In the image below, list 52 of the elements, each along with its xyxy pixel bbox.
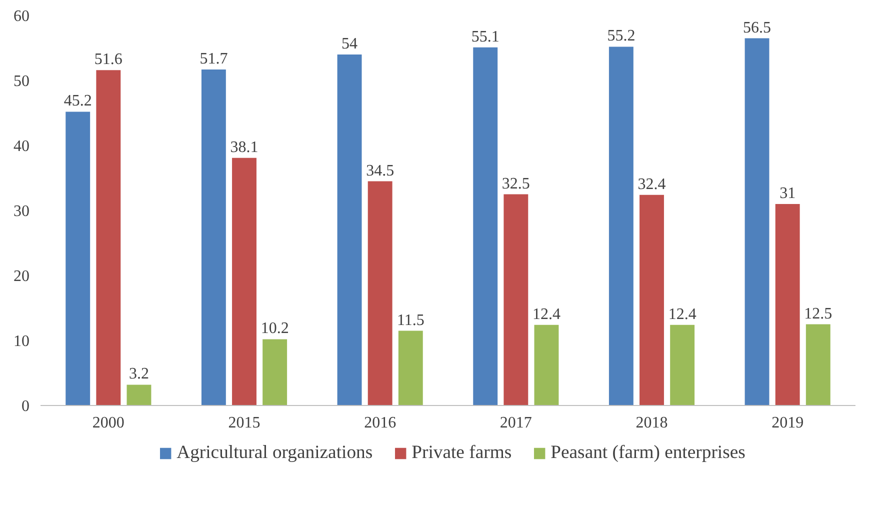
bar (775, 204, 800, 406)
legend-label: Peasant (farm) enterprises (550, 442, 746, 464)
data-label: 34.5 (366, 162, 394, 180)
x-tick-label: 2000 (92, 414, 124, 432)
x-tick-label: 2017 (500, 414, 532, 432)
bar (201, 69, 226, 406)
bar (744, 38, 770, 406)
bar (806, 324, 830, 406)
bar (670, 324, 695, 406)
data-label: 12.4 (532, 306, 560, 323)
data-label: 32.4 (638, 176, 666, 193)
x-tick-label: 2015 (228, 414, 260, 432)
data-label: 56.5 (743, 19, 772, 36)
data-label: 11.5 (396, 312, 424, 329)
data-label: 55.2 (607, 28, 636, 45)
bar (608, 46, 634, 406)
legend-label: Private farms (412, 442, 512, 464)
data-label: 38.1 (230, 138, 258, 156)
data-label: 55.1 (471, 28, 500, 46)
bar (232, 158, 256, 406)
bar (398, 330, 423, 406)
bar (504, 194, 528, 406)
y-tick-label: 30 (14, 203, 30, 220)
y-tick-label: 50 (14, 73, 30, 90)
data-label: 10.2 (260, 320, 289, 338)
bar (126, 384, 152, 406)
bar (473, 47, 498, 406)
y-tick-label: 40 (14, 138, 30, 155)
bar (534, 324, 559, 406)
data-label: 32.5 (502, 175, 530, 192)
data-label: 3.2 (128, 366, 149, 383)
data-label: 51.6 (94, 51, 122, 68)
data-label: 45.2 (64, 92, 92, 110)
y-tick-label: 0 (22, 398, 30, 415)
bar (640, 194, 664, 406)
y-tick-label: 60 (14, 8, 30, 25)
data-label: 54 (342, 36, 358, 52)
bar (368, 181, 392, 406)
bar (66, 112, 90, 406)
x-tick-label: 2018 (636, 414, 668, 432)
y-tick-label: 20 (14, 268, 30, 285)
bar (337, 54, 362, 406)
data-label: 51.7 (200, 50, 228, 68)
data-label: 12.4 (668, 306, 696, 323)
legend-label: Agricultural organizations (176, 442, 373, 464)
x-tick-label: 2016 (364, 414, 396, 432)
x-tick-label: 2019 (772, 414, 804, 432)
data-label: 12.5 (804, 305, 832, 322)
data-label: 31 (780, 185, 796, 202)
bar (96, 70, 121, 406)
bar (262, 339, 288, 406)
y-tick-label: 10 (14, 333, 30, 350)
